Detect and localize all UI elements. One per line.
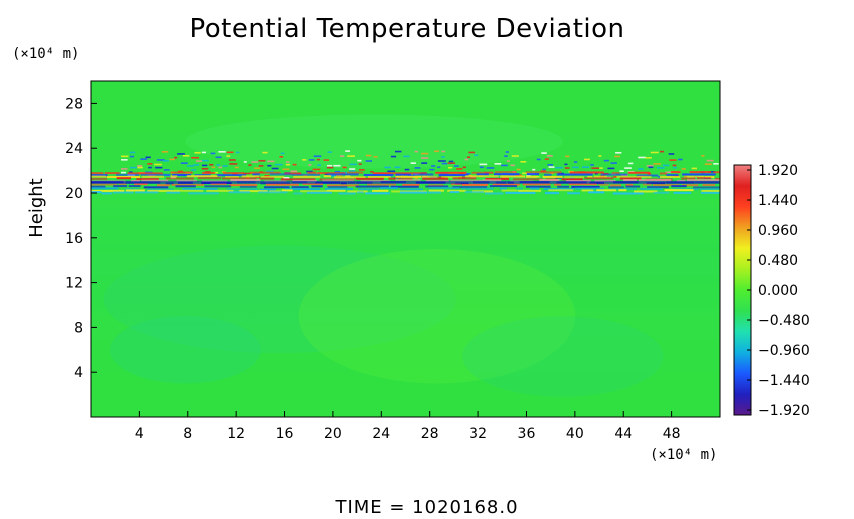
x-tick-label: 20 — [324, 426, 342, 442]
y-tick-label: 16 — [65, 231, 83, 247]
x-axis-unit: (×10⁴ m) — [650, 447, 718, 463]
colorbar-label: −1.440 — [758, 373, 810, 389]
colorbar-label: −0.960 — [758, 343, 810, 359]
colorbar-label: 0.960 — [758, 223, 798, 239]
y-tick-label: 28 — [65, 96, 83, 112]
colorbar: 1.920 1.440 0.960 0.480 0.000 −0.480 −0.960 −1.… — [733, 163, 810, 419]
plot-frame — [90, 80, 721, 418]
colorbar-label: −1.920 — [758, 403, 810, 419]
chart-title: Potential Temperature Deviation — [189, 14, 625, 44]
heatmap-field — [91, 81, 720, 417]
y-axis-unit: (×10⁴ m) — [12, 46, 80, 62]
y-tick-label: 20 — [65, 186, 83, 202]
x-tick-label: 4 — [135, 426, 144, 442]
colorbar-label: 0.000 — [758, 283, 798, 299]
y-tick-label: 8 — [74, 320, 83, 336]
colorbar-label: 1.440 — [758, 193, 798, 209]
y-tick-label: 12 — [65, 276, 83, 292]
colorbar-label: −0.480 — [758, 313, 810, 329]
x-tick-label: 40 — [566, 426, 584, 442]
x-tick-label: 32 — [469, 426, 487, 442]
colorbar-label: 1.920 — [758, 163, 798, 179]
x-tick-label: 8 — [183, 426, 192, 442]
x-tick-label: 24 — [372, 426, 390, 442]
x-tick-label: 44 — [614, 426, 632, 442]
time-label: TIME = 1020168.0 — [335, 497, 519, 518]
y-tick-label: 4 — [74, 365, 83, 381]
x-tick-label: 12 — [227, 426, 245, 442]
x-axis-ticks: 4 8 12 16 20 24 28 32 36 40 44 48 — [135, 411, 681, 442]
x-tick-label: 36 — [518, 426, 536, 442]
x-tick-label: 16 — [276, 426, 294, 442]
x-tick-label: 28 — [421, 426, 439, 442]
y-tick-label: 24 — [65, 141, 83, 157]
y-axis-ticks: 4 8 12 16 20 24 28 — [65, 96, 97, 381]
x-tick-label: 48 — [663, 426, 681, 442]
colorbar-label: 0.480 — [758, 253, 798, 269]
